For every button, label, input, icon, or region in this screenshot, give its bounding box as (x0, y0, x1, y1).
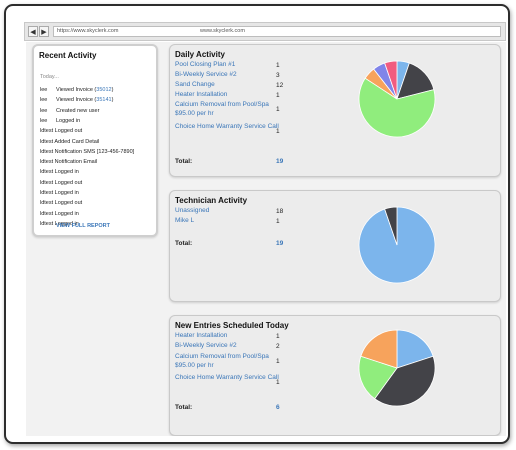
service-count: 1 (276, 358, 280, 365)
activity-text: Logged in (56, 117, 81, 124)
activity-row: lee Created new user (40, 108, 99, 114)
technician-activity-pie-chart (358, 206, 436, 284)
new-entries-pie-chart (358, 329, 436, 407)
activity-text: ldtest Notification SMS [123-456-7890] (40, 148, 135, 155)
service-link[interactable]: Bi-Weekly Service #2 (175, 71, 237, 78)
activity-row: lee Logged in (40, 118, 80, 124)
address-bar-domain: www.skyclerk.com (200, 28, 245, 34)
recent-activity-title: Recent Activity (39, 51, 97, 60)
recent-activity-panel: Recent Activity Today... lee Viewed Invoi… (32, 44, 158, 237)
daily-pie-slice[interactable] (384, 60, 398, 100)
entries-pie-slice[interactable] (374, 355, 436, 407)
service-link[interactable]: Pool Closing Plan #1 (175, 61, 236, 68)
activity-row: ldtest Logged in (40, 169, 79, 175)
service-link[interactable]: Sand Change (175, 81, 215, 88)
entries-pie-slice[interactable] (360, 329, 398, 369)
daily-total-value[interactable]: 19 (276, 158, 284, 165)
technician-pie-slice[interactable] (384, 206, 398, 246)
entries-pie-slice[interactable] (396, 329, 434, 369)
activity-text: ldtest Logged in (40, 190, 79, 196)
service-count: 1 (276, 379, 280, 386)
activity-text: Viewed Invoice ( (56, 97, 97, 104)
service-count: 18 (276, 208, 284, 215)
service-link[interactable]: Mike L (175, 217, 195, 224)
activity-row: ldtest Notification Email (40, 159, 97, 165)
daily-pie-slice[interactable] (358, 77, 436, 138)
service-link[interactable]: Calcium Removal from Pool/Spa $95.00 per… (175, 353, 269, 369)
technician-total-label: Total: (175, 240, 193, 247)
activity-row: ldtest Logged in (40, 221, 79, 227)
new-entries-panel: New Entries Scheduled Today Heater Insta… (169, 315, 501, 436)
back-arrow-icon[interactable]: ◀ (28, 26, 38, 37)
activity-user: lee (40, 87, 48, 93)
activity-row: ldtest Logged out (40, 180, 82, 186)
service-link[interactable]: Calcium Removal from Pool/Spa $95.00 per… (175, 101, 269, 117)
activity-row: lee Viewed Invoice (35012) (40, 87, 113, 93)
service-count: 3 (276, 72, 280, 79)
new-entries-total-value[interactable]: 6 (276, 404, 280, 411)
activity-user: lee (40, 107, 48, 114)
activity-text: ldtest Logged out (40, 200, 83, 207)
service-count: 1 (276, 92, 280, 99)
daily-activity-pie-chart (358, 60, 436, 138)
activity-row: ldtest Added Card Detail (40, 139, 99, 145)
activity-text: Viewed Invoice ( (56, 87, 97, 93)
technician-activity-title: Technician Activity (175, 196, 248, 205)
address-bar-url: https://www.skyclerk.com (57, 28, 119, 34)
technician-total-value[interactable]: 19 (276, 240, 284, 247)
service-link[interactable]: Heater Installation (175, 91, 228, 98)
service-count: 1 (276, 62, 280, 69)
activity-user: lee (40, 117, 48, 124)
daily-activity-title: Daily Activity (175, 50, 225, 59)
activity-row: ldtest Logged in (40, 211, 79, 217)
activity-row: ldtest Logged in (40, 190, 79, 196)
activity-text: ldtest Logged out (40, 128, 83, 135)
activity-text: ldtest Added Card Detail (40, 138, 100, 145)
dashboard-screen: Recent Activity Today... lee Viewed Invoi… (26, 42, 506, 436)
activity-row: ldtest Notification SMS [123-456-7890] (40, 149, 134, 155)
activity-text: Created new user (56, 107, 100, 114)
service-link[interactable]: Choice Home Warranty Service Call (175, 123, 279, 130)
service-count: 12 (276, 82, 284, 89)
activity-text: ldtest Logged in (40, 220, 79, 227)
service-link[interactable]: Bi-Weekly Service #2 (175, 342, 237, 349)
view-full-report-link[interactable]: VIEW FULL REPORT (56, 223, 110, 229)
activity-suffix: ) (111, 87, 114, 93)
invoice-link[interactable]: 35141 (96, 97, 112, 104)
activity-user: lee (40, 97, 48, 104)
forward-arrow-icon[interactable]: ▶ (39, 26, 49, 37)
activity-row: ldtest Logged out (40, 200, 82, 206)
service-count: 1 (276, 128, 280, 135)
service-link[interactable]: Choice Home Warranty Service Call (175, 374, 279, 381)
activity-text: ldtest Logged in (40, 169, 79, 176)
entries-pie-slice[interactable] (358, 355, 398, 400)
browser-toolbar: ◀ ▶ https://www.skyclerk.com www.skycler… (24, 22, 506, 41)
service-count: 2 (276, 343, 280, 350)
activity-row: lee Viewed Invoice (35141) (40, 97, 113, 103)
service-count: 1 (276, 218, 280, 225)
service-count: 1 (276, 106, 280, 113)
tablet-frame: ◀ ▶ https://www.skyclerk.com www.skycler… (4, 4, 510, 444)
service-link[interactable]: Unassigned (175, 207, 210, 214)
service-count: 1 (276, 333, 280, 340)
invoice-link[interactable]: 35012 (96, 87, 112, 93)
activity-row: ldtest Logged out (40, 128, 82, 134)
activity-text: ldtest Notification Email (40, 159, 98, 166)
service-link[interactable]: Heater Installation (175, 332, 228, 339)
activity-suffix: ) (111, 97, 114, 104)
daily-activity-panel: Daily Activity Pool Closing Plan #1 1 Bi-W… (169, 44, 501, 177)
new-entries-total-label: Total: (175, 404, 193, 411)
today-label: Today... (40, 74, 59, 80)
new-entries-title: New Entries Scheduled Today (175, 321, 289, 330)
activity-text: ldtest Logged in (40, 210, 79, 217)
activity-text: ldtest Logged out (40, 179, 83, 186)
address-bar[interactable]: https://www.skyclerk.com www.skyclerk.co… (53, 26, 501, 37)
daily-total-label: Total: (175, 158, 193, 165)
